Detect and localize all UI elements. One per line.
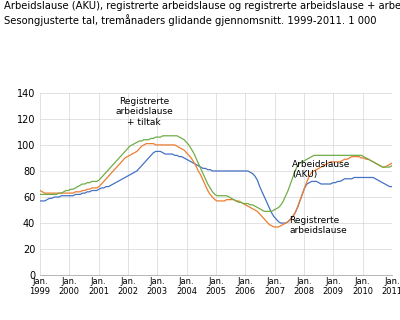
Text: Arbeidslause
(AKU): Arbeidslause (AKU) bbox=[292, 160, 351, 180]
Text: Registrerte
arbeidslause
+ tiltak: Registrerte arbeidslause + tiltak bbox=[115, 97, 173, 127]
Text: Registrerte
arbeidslause: Registrerte arbeidslause bbox=[289, 216, 347, 236]
Text: Arbeidslause (AKU), registrerte arbeidslause og registrerte arbeidslause + arbei: Arbeidslause (AKU), registrerte arbeidsl… bbox=[4, 1, 400, 26]
